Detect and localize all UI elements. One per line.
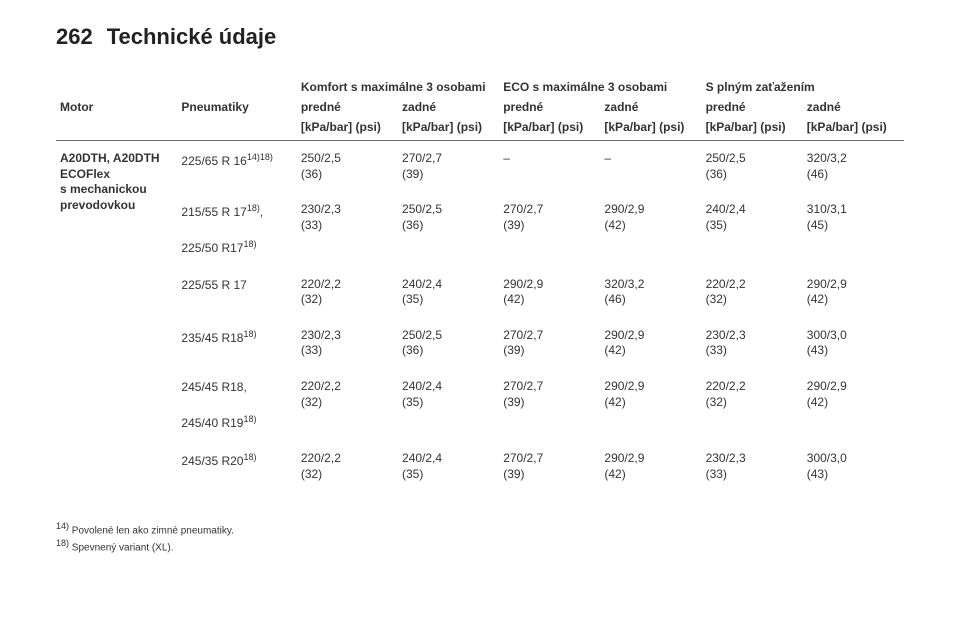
value-cell: 250/2,5(36) [702, 141, 803, 193]
value-cell: 290/2,9(42) [600, 318, 701, 369]
table-body: A20DTH, A20DTHECOFlexs mechanickouprevod… [56, 141, 904, 493]
value-cell: 300/3,0(43) [803, 318, 904, 369]
col-front: predné [499, 98, 600, 116]
value-cell: 320/3,2(46) [803, 141, 904, 193]
table-row: 225/55 R 17220/2,2(32)240/2,4(35)290/2,9… [56, 267, 904, 318]
value-cell: 220/2,2(32) [702, 369, 803, 441]
value-cell: 250/2,5(36) [398, 318, 499, 369]
value-cell: 220/2,2(32) [702, 267, 803, 318]
tire-cell: 235/45 R1818) [177, 318, 296, 369]
value-cell: 290/2,9(42) [600, 441, 701, 492]
col-motor: Motor [56, 98, 177, 116]
tire-cell: 245/45 R18,245/40 R1918) [177, 369, 296, 441]
col-rear: zadné [803, 98, 904, 116]
col-eco: ECO s maximálne 3 osobami [499, 80, 701, 98]
col-full: S plným zaťažením [702, 80, 904, 98]
section-title: Technické údaje [107, 24, 277, 50]
tire-cell: 225/65 R 1614)18) [177, 141, 296, 193]
value-cell: 310/3,1(45) [803, 192, 904, 266]
value-cell: 240/2,4(35) [398, 369, 499, 441]
col-blank [56, 80, 177, 98]
value-cell: 230/2,3(33) [702, 441, 803, 492]
value-cell: 290/2,9(42) [803, 369, 904, 441]
page-number: 262 [56, 24, 93, 50]
value-cell: – [499, 141, 600, 193]
value-cell: 230/2,3(33) [297, 192, 398, 266]
value-cell: 270/2,7(39) [499, 441, 600, 492]
tire-cell: 215/55 R 1718),225/50 R1718) [177, 192, 296, 266]
value-cell: 270/2,7(39) [499, 318, 600, 369]
footnotes: 14) Povolené len ako zimné pneumatiky. 18… [56, 521, 904, 554]
value-cell: 290/2,9(42) [499, 267, 600, 318]
table-row: 235/45 R1818)230/2,3(33)250/2,5(36)270/2… [56, 318, 904, 369]
tire-cell: 225/55 R 17 [177, 267, 296, 318]
value-cell: 240/2,4(35) [702, 192, 803, 266]
value-cell: 250/2,5(36) [398, 192, 499, 266]
value-cell: 290/2,9(42) [600, 192, 701, 266]
table-row: 215/55 R 1718),225/50 R1718)230/2,3(33)2… [56, 192, 904, 266]
value-cell: 220/2,2(32) [297, 441, 398, 492]
unit: [kPa/bar] (psi) [297, 116, 398, 141]
table-row: 245/45 R18,245/40 R1918)220/2,2(32)240/2… [56, 369, 904, 441]
footnote: 18) Spevnený variant (XL). [56, 538, 904, 553]
table-row: A20DTH, A20DTHECOFlexs mechanickouprevod… [56, 141, 904, 193]
value-cell: 230/2,3(33) [702, 318, 803, 369]
unit-row: [kPa/bar] (psi) [kPa/bar] (psi) [kPa/bar… [56, 116, 904, 141]
unit: [kPa/bar] (psi) [803, 116, 904, 141]
unit: [kPa/bar] (psi) [600, 116, 701, 141]
footnote: 14) Povolené len ako zimné pneumatiky. [56, 521, 904, 536]
col-blank [177, 80, 296, 98]
col-rear: zadné [600, 98, 701, 116]
value-cell: 270/2,7(39) [499, 192, 600, 266]
unit: [kPa/bar] (psi) [398, 116, 499, 141]
value-cell: 230/2,3(33) [297, 318, 398, 369]
value-cell: 240/2,4(35) [398, 267, 499, 318]
value-cell: 240/2,4(35) [398, 441, 499, 492]
value-cell: 290/2,9(42) [803, 267, 904, 318]
value-cell: 270/2,7(39) [398, 141, 499, 193]
group-header-row: Komfort s maximálne 3 osobami ECO s maxi… [56, 80, 904, 98]
value-cell: 250/2,5(36) [297, 141, 398, 193]
col-rear: zadné [398, 98, 499, 116]
col-front: predné [702, 98, 803, 116]
value-cell: – [600, 141, 701, 193]
tire-cell: 245/35 R2018) [177, 441, 296, 492]
col-tires: Pneumatiky [177, 98, 296, 116]
value-cell: 220/2,2(32) [297, 369, 398, 441]
unit: [kPa/bar] (psi) [499, 116, 600, 141]
unit: [kPa/bar] (psi) [702, 116, 803, 141]
value-cell: 320/3,2(46) [600, 267, 701, 318]
sub-header-row: Motor Pneumatiky predné zadné predné zad… [56, 98, 904, 116]
table-row: 245/35 R2018)220/2,2(32)240/2,4(35)270/2… [56, 441, 904, 492]
value-cell: 300/3,0(43) [803, 441, 904, 492]
tire-pressure-table: Komfort s maximálne 3 osobami ECO s maxi… [56, 80, 904, 493]
value-cell: 270/2,7(39) [499, 369, 600, 441]
value-cell: 220/2,2(32) [297, 267, 398, 318]
col-front: predné [297, 98, 398, 116]
value-cell: 290/2,9(42) [600, 369, 701, 441]
col-comfort: Komfort s maximálne 3 osobami [297, 80, 499, 98]
motor-cell: A20DTH, A20DTHECOFlexs mechanickouprevod… [56, 141, 177, 493]
